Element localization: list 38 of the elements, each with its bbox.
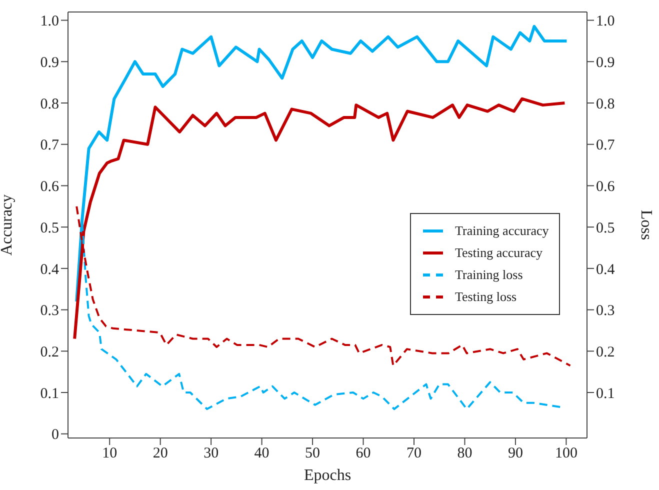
y2-tick-label: 0.6 [596, 179, 616, 196]
y-tick-label: 0.9 [40, 54, 59, 71]
x-tick-label: 50 [305, 446, 320, 462]
y2-axis-title: Loss [637, 210, 654, 240]
x-tick-label: 90 [508, 446, 523, 462]
legend-label: Testing loss [455, 289, 517, 305]
y-axis-title: Accuracy [0, 194, 16, 256]
y-tick-label: 0.4 [40, 262, 60, 278]
y-tick-label: 0.2 [40, 344, 59, 360]
y2-tick-label: 0.4 [596, 262, 616, 278]
legend-label: Training accuracy [455, 223, 549, 239]
y2-tick-label: 0.5 [596, 220, 615, 236]
y-tick-label: 0.3 [40, 303, 59, 320]
y2-tick-label: 1.0 [596, 14, 615, 30]
x-tick-label: 100 [554, 446, 578, 462]
y-tick-label: 0.8 [40, 96, 59, 112]
y-tick-label: 0 [52, 427, 59, 444]
y2-tick-label: 0.3 [596, 303, 615, 320]
x-tick-label: 80 [457, 446, 472, 462]
y2-tick-label: 0.2 [596, 344, 615, 360]
x-tick-label: 10 [102, 446, 118, 462]
y-tick-label: 0.6 [40, 179, 60, 196]
x-tick-label: 60 [356, 446, 371, 462]
x-tick-label: 40 [254, 446, 270, 462]
x-tick-label: 30 [204, 446, 219, 462]
y-tick-label: 1.0 [40, 14, 59, 30]
y2-tick-label: 0.1 [596, 386, 615, 402]
x-axis-title: Epochs [304, 467, 352, 484]
y2-tick-label: 0.9 [596, 54, 615, 71]
x-tick-label: 20 [152, 446, 168, 462]
y2-tick-label: 0.7 [596, 138, 616, 154]
y-tick-label: 0.1 [40, 386, 59, 402]
y2-tick-label: 0.8 [596, 96, 615, 112]
legend-label: Training loss [455, 267, 523, 283]
legend-label: Testing accuracy [455, 245, 543, 261]
y-tick-label: 0.7 [40, 138, 60, 154]
x-tick-label: 70 [406, 446, 422, 462]
y-tick-label: 0.5 [40, 220, 59, 236]
